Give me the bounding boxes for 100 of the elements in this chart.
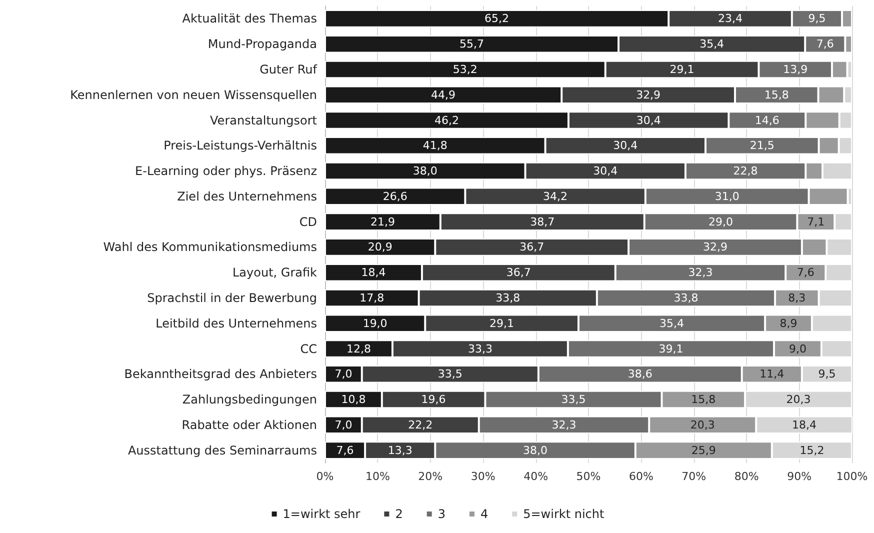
data-label: 14,6 <box>754 114 780 127</box>
data-label: 13,9 <box>783 62 808 76</box>
data-label: 15,8 <box>764 88 789 102</box>
data-label: 9,0 <box>788 342 806 356</box>
y-tick-label: Leitbild des Unternehmens <box>156 316 317 330</box>
y-tick-label: Ausstattung des Seminarraums <box>128 443 317 458</box>
data-label: 19,6 <box>421 393 446 406</box>
data-label: 22,2 <box>408 418 433 432</box>
data-label: 29,0 <box>708 215 734 228</box>
data-label: 7,6 <box>796 266 814 280</box>
data-label: 36,7 <box>506 266 531 280</box>
x-tick-label: 20% <box>418 470 443 483</box>
data-label: 19,0 <box>362 316 388 330</box>
data-label: 12,8 <box>346 342 371 356</box>
y-tick-label: Bekanntheitsgrad des Anbieters <box>124 367 317 382</box>
data-label: 7,6 <box>816 38 834 51</box>
legend-label: 5=wirkt nicht <box>523 507 604 521</box>
data-label: 18,4 <box>361 266 386 280</box>
data-label: 32,9 <box>636 88 661 102</box>
data-label: 10,8 <box>341 393 366 406</box>
x-tick-label: 0% <box>316 470 334 483</box>
data-label: 53,2 <box>452 62 478 76</box>
data-label: 33,3 <box>468 342 492 356</box>
data-label: 15,2 <box>800 444 824 457</box>
data-label: 29,1 <box>490 316 514 330</box>
x-tick-label: 10% <box>365 470 390 483</box>
data-label: 44,9 <box>431 88 456 102</box>
y-tick-label: Zahlungsbedingungen <box>182 392 317 407</box>
data-label: 20,3 <box>690 418 715 432</box>
y-tick-label: Sprachstil in der Bewerbung <box>147 290 317 305</box>
data-label: 11,4 <box>760 368 784 381</box>
x-tick-label: 30% <box>470 470 496 483</box>
data-label: 33,8 <box>496 291 520 304</box>
data-label: 46,2 <box>434 114 459 127</box>
data-label: 22,8 <box>733 164 758 178</box>
data-label: 26,6 <box>382 190 408 203</box>
data-label: 34,2 <box>543 190 568 203</box>
data-label: 9,5 <box>808 12 826 26</box>
data-label: 23,4 <box>718 12 743 26</box>
data-label: 30,4 <box>636 114 661 127</box>
data-label: 7,6 <box>336 444 354 457</box>
data-label: 15,8 <box>691 393 716 406</box>
data-label: 20,3 <box>786 393 811 406</box>
y-tick-label: E-Learning oder phys. Präsenz <box>135 164 317 178</box>
data-label: 32,9 <box>702 240 728 254</box>
x-tick-label: 60% <box>628 470 654 483</box>
data-label: 41,8 <box>422 139 448 152</box>
data-label: 33,5 <box>438 368 462 381</box>
data-label: 65,2 <box>484 12 510 26</box>
data-label: 38,7 <box>530 215 555 228</box>
data-label: 31,0 <box>714 190 740 203</box>
y-tick-label: Kennenlernen von neuen Wissensquellen <box>70 88 317 102</box>
y-tick-label: Aktualität des Themas <box>182 12 317 26</box>
data-label: 35,4 <box>660 316 684 330</box>
data-label: 55,7 <box>460 38 484 51</box>
y-tick-label: Rabatte oder Aktionen <box>182 418 317 432</box>
data-label: 33,8 <box>674 291 698 304</box>
data-label: 35,4 <box>700 38 724 51</box>
x-tick-label: 50% <box>576 470 601 483</box>
data-label: 32,3 <box>552 418 576 432</box>
x-tick-label: 90% <box>787 470 812 483</box>
legend-label: 2 <box>395 507 403 521</box>
data-label: 33,5 <box>561 393 586 406</box>
legend-label: 4 <box>480 507 488 521</box>
data-label: 13,3 <box>388 444 412 457</box>
data-label: 8,9 <box>780 316 798 330</box>
y-tick-label: CD <box>299 214 317 229</box>
x-tick-label: 80% <box>734 470 759 483</box>
data-label: 7,1 <box>807 215 825 228</box>
data-label: 21,9 <box>370 215 395 228</box>
data-label: 8,3 <box>788 291 806 304</box>
x-tick-label: 40% <box>524 470 548 483</box>
legend-label: 3 <box>438 507 446 521</box>
data-label: 7,0 <box>334 368 352 381</box>
x-tick-label: 70% <box>682 470 706 483</box>
data-label: 32,3 <box>688 266 713 280</box>
data-label: 25,9 <box>691 444 716 457</box>
data-label: 38,6 <box>628 368 652 381</box>
y-tick-label: Veranstaltungsort <box>210 113 318 128</box>
data-label: 9,5 <box>818 368 836 381</box>
data-label: 18,4 <box>792 418 817 432</box>
y-tick-label: Mund-Propaganda <box>208 37 317 52</box>
data-label: 20,9 <box>368 240 392 254</box>
data-label: 29,1 <box>670 62 694 76</box>
y-tick-label: CC <box>300 342 317 356</box>
data-label: 30,4 <box>613 139 638 152</box>
y-tick-label: Layout, Grafik <box>232 266 318 280</box>
data-label: 17,8 <box>360 291 384 304</box>
data-label: 39,1 <box>658 342 684 356</box>
y-tick-label: Ziel des Unternehmens <box>177 189 317 204</box>
data-label: 21,5 <box>750 139 774 152</box>
x-tick-label: 100% <box>836 470 868 483</box>
data-label: 38,0 <box>523 444 548 457</box>
data-label: 38,0 <box>412 164 438 178</box>
y-tick-label: Guter Ruf <box>260 62 318 76</box>
y-tick-label: Wahl des Kommunikationsmediums <box>103 240 317 254</box>
data-label: 30,4 <box>593 164 618 178</box>
legend-label: 1=wirkt sehr <box>282 507 360 521</box>
y-tick-label: Preis-Leistungs-Verhältnis <box>164 138 317 153</box>
data-label: 36,7 <box>520 240 544 254</box>
